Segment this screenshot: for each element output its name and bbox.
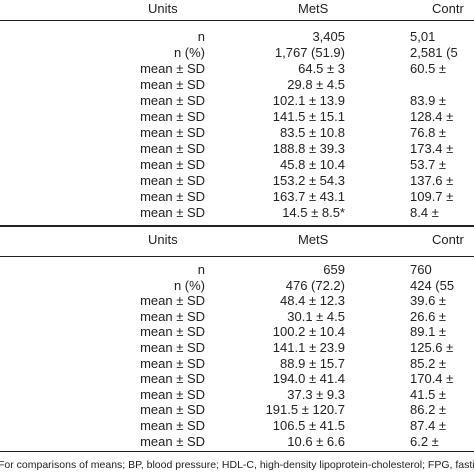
table-cell: 14.5 ± 8.5*	[282, 205, 345, 220]
table-cell: 39.6 ±	[410, 293, 447, 309]
table-cell: n	[197, 262, 205, 277]
table-cell: 128.4 ±	[410, 109, 454, 124]
table-cell: mean ± SD	[140, 371, 205, 387]
table-cell: 45.8 ± 10.4	[280, 157, 345, 172]
table-cell: mean ± SD	[140, 61, 205, 76]
table-cell: 188.8 ± 39.3	[272, 141, 345, 156]
table-cell: 88.9 ± 15.7	[280, 355, 345, 371]
rule	[0, 225, 474, 227]
rule	[0, 20, 474, 21]
table-cell: 37.3 ± 9.3	[287, 386, 345, 402]
table-cell: mean ± SD	[140, 386, 205, 402]
table-cell: 760	[410, 262, 432, 277]
table-cell: 87.4 ±	[410, 418, 447, 433]
table-cell: n	[197, 29, 205, 44]
table-cell: 424 (55	[410, 277, 455, 293]
table-cell: 48.4 ± 12.3	[280, 293, 345, 309]
table-cell: n (%)	[173, 277, 205, 293]
table-cell: 76.8 ±	[410, 125, 447, 140]
table-cell: mean ± SD	[140, 433, 205, 449]
table-cell: 60.5 ±	[410, 61, 447, 76]
table-cell: 89.1 ±	[410, 324, 447, 340]
table-cell: 26.6 ±	[410, 308, 447, 324]
table-cell: 8.4 ±	[410, 205, 439, 220]
table-cell: 1,767 (51.9)	[274, 45, 345, 60]
column-header: MetS	[298, 1, 329, 16]
table-cell: 173.4 ±	[410, 141, 454, 156]
table-cell: 137.6 ±	[410, 173, 454, 188]
table-cell: 10.6 ± 6.6	[287, 433, 345, 449]
table-cell: mean ± SD	[140, 109, 205, 124]
table-cell: 194.0 ± 41.4	[272, 371, 345, 387]
table-cell: mean ± SD	[140, 173, 205, 188]
table-cell: 170.4 ±	[410, 371, 454, 387]
table-cell: mean ± SD	[140, 125, 205, 140]
footnote: For comparisons of means; BP, blood pres…	[0, 459, 474, 471]
table-cell: 53.7 ±	[410, 157, 447, 172]
table-cell: 3,405	[312, 29, 345, 44]
table-cell: 125.6 ±	[410, 340, 454, 355]
table-cell: 5,01	[410, 29, 436, 44]
table-cell: mean ± SD	[140, 418, 205, 433]
table-cell: 141.1 ± 23.9	[272, 340, 345, 355]
table-cell: 102.1 ± 13.9	[272, 93, 345, 108]
table-cell: mean ± SD	[140, 93, 205, 108]
table-cell: 659	[323, 262, 345, 277]
table-cell: mean ± SD	[140, 205, 205, 220]
table-cell: mean ± SD	[140, 189, 205, 204]
column-header: MetS	[298, 232, 329, 247]
table-cell: 86.2 ±	[410, 402, 447, 418]
table-cell: mean ± SD	[140, 340, 205, 355]
table-cell: 109.7 ±	[410, 189, 454, 204]
table-cell: 6.2 ±	[410, 433, 439, 449]
table-cell: 153.2 ± 54.3	[272, 173, 345, 188]
table-cell: 100.2 ± 10.4	[272, 324, 345, 340]
table-cell: 141.5 ± 15.1	[272, 109, 345, 124]
table-cell: 106.5 ± 41.5	[272, 418, 345, 433]
rule	[0, 256, 474, 257]
column-header: Units	[148, 232, 178, 247]
table-cell: 191.5 ± 120.7	[265, 402, 345, 418]
table-cell: 2,581 (5	[410, 45, 458, 60]
column-header: Contr	[432, 1, 464, 16]
table-cell: mean ± SD	[140, 141, 205, 156]
column-header: Contr	[432, 232, 464, 247]
table-cell: 83.5 ± 10.8	[280, 125, 345, 140]
table-cell: mean ± SD	[140, 308, 205, 324]
table-cell: mean ± SD	[140, 324, 205, 340]
table-cell: 29.8 ± 4.5	[287, 77, 345, 92]
table-cell: mean ± SD	[140, 293, 205, 309]
table-cell: 85.2 ±	[410, 355, 447, 371]
table-cell: mean ± SD	[140, 157, 205, 172]
table-cell: mean ± SD	[140, 402, 205, 418]
column-header: Units	[148, 1, 178, 16]
table-cell: 30.1 ± 4.5	[287, 308, 345, 324]
rule	[0, 451, 474, 452]
table-cell: mean ± SD	[140, 77, 205, 92]
table-cell: 41.5 ±	[410, 386, 447, 402]
table-cell: 163.7 ± 43.1	[272, 189, 345, 204]
table-cell: 476 (72.2)	[285, 277, 345, 293]
table-cell: 64.5 ± 3	[298, 61, 345, 76]
table-cell: 83.9 ±	[410, 93, 447, 108]
table-cell: n (%)	[173, 45, 205, 60]
table-cell: mean ± SD	[140, 355, 205, 371]
